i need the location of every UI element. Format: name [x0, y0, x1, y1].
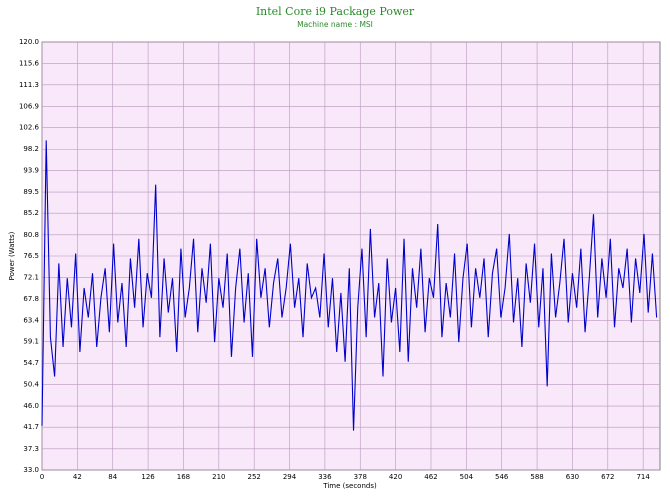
- x-tick-label: 378: [354, 473, 367, 481]
- x-tick-label: 630: [566, 473, 579, 481]
- x-tick-label: 42: [73, 473, 82, 481]
- x-tick-label: 126: [141, 473, 155, 481]
- y-tick-label: 89.5: [23, 188, 39, 196]
- x-tick-label: 168: [177, 473, 190, 481]
- y-tick-label: 72.1: [23, 274, 39, 282]
- data-line: [41, 140, 658, 431]
- x-tick-label: 546: [495, 473, 509, 481]
- y-tick-label: 111.3: [19, 81, 39, 89]
- y-tick-label: 76.5: [23, 252, 39, 260]
- y-tick-label: 120.0: [19, 38, 39, 46]
- y-tick-label: 54.7: [23, 359, 39, 367]
- x-tick-label: 252: [247, 473, 260, 481]
- y-tick-label: 85.2: [23, 209, 39, 217]
- x-tick-label: 84: [108, 473, 117, 481]
- y-tick-label: 93.9: [23, 166, 39, 174]
- x-tick-label: 462: [424, 473, 437, 481]
- y-tick-label: 106.9: [19, 102, 39, 110]
- chart-title: Intel Core i9 Package Power: [256, 5, 415, 18]
- x-tick-label: 0: [40, 473, 44, 481]
- y-tick-label: 102.6: [19, 124, 40, 132]
- y-tick-label: 59.1: [23, 338, 39, 346]
- chart-subtitle: Machine name : MSI: [297, 20, 373, 29]
- x-tick-label: 672: [601, 473, 614, 481]
- y-tick-label: 63.4: [23, 316, 39, 324]
- y-tick-label: 67.8: [23, 295, 39, 303]
- x-tick-label: 588: [530, 473, 543, 481]
- y-tick-label: 80.8: [23, 231, 39, 239]
- x-tick-label: 420: [389, 473, 402, 481]
- x-tick-label: 336: [318, 473, 332, 481]
- x-tick-label: 504: [460, 473, 474, 481]
- y-tick-label: 37.3: [23, 445, 39, 453]
- y-axis-label: Power (Watts): [8, 231, 16, 280]
- y-tick-label: 46.0: [23, 402, 39, 410]
- y-tick-label: 98.2: [23, 145, 39, 153]
- x-tick-label: 210: [212, 473, 225, 481]
- x-tick-label: 714: [636, 473, 650, 481]
- y-tick-label: 115.6: [19, 60, 40, 68]
- y-tick-label: 41.7: [23, 423, 39, 431]
- x-axis-label: Time (seconds): [322, 482, 377, 490]
- x-tick-label: 294: [283, 473, 297, 481]
- y-tick-label: 50.4: [23, 380, 39, 388]
- y-tick-label: 33.0: [23, 466, 39, 474]
